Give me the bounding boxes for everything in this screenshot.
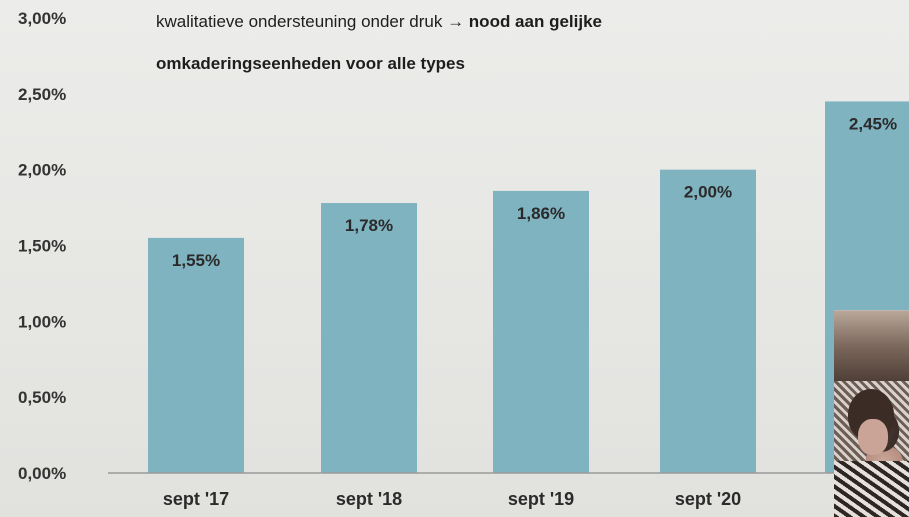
photo-background [834, 311, 909, 381]
value-label: 2,45% [849, 114, 897, 133]
bar-4 [660, 169, 756, 473]
category-label: sept '20 [675, 489, 741, 509]
bar-1 [148, 237, 244, 473]
photo-person-clothing [834, 461, 909, 517]
bar-3 [493, 190, 589, 473]
y-tick-label: 1,50% [18, 237, 66, 256]
caption-bold-text: nood aan gelijke [468, 12, 602, 31]
value-label: 2,00% [684, 183, 732, 202]
category-label: sept '17 [163, 489, 229, 509]
y-tick-label: 0,00% [18, 464, 66, 483]
y-tick-label: 2,00% [18, 161, 66, 180]
category-label: sept '18 [336, 489, 402, 509]
webcam-photo-inset [834, 310, 909, 517]
bar-2 [321, 203, 417, 474]
caption-regular-text: kwalitatieve ondersteuning onder druk → [156, 12, 469, 31]
value-label: 1,55% [172, 251, 220, 270]
bars-layer [148, 101, 909, 474]
y-tick-label: 1,00% [18, 312, 66, 331]
photo-person-face [858, 419, 888, 455]
y-tick-label: 3,00% [18, 9, 66, 28]
category-label: sept '19 [508, 489, 574, 509]
y-tick-label: 2,50% [18, 85, 66, 104]
value-label: 1,78% [345, 216, 393, 235]
value-label: 1,86% [517, 204, 565, 223]
caption-line-2: omkaderingseenheden voor alle types [156, 54, 465, 73]
labels-layer: 0,00% 0,50% 1,00% 1,50% 2,00% 2,50% 3,00% sept … [18, 9, 897, 509]
y-tick-label: 0,50% [18, 388, 66, 407]
caption-line-1: kwalitatieve ondersteuning onder druk → … [156, 12, 602, 32]
